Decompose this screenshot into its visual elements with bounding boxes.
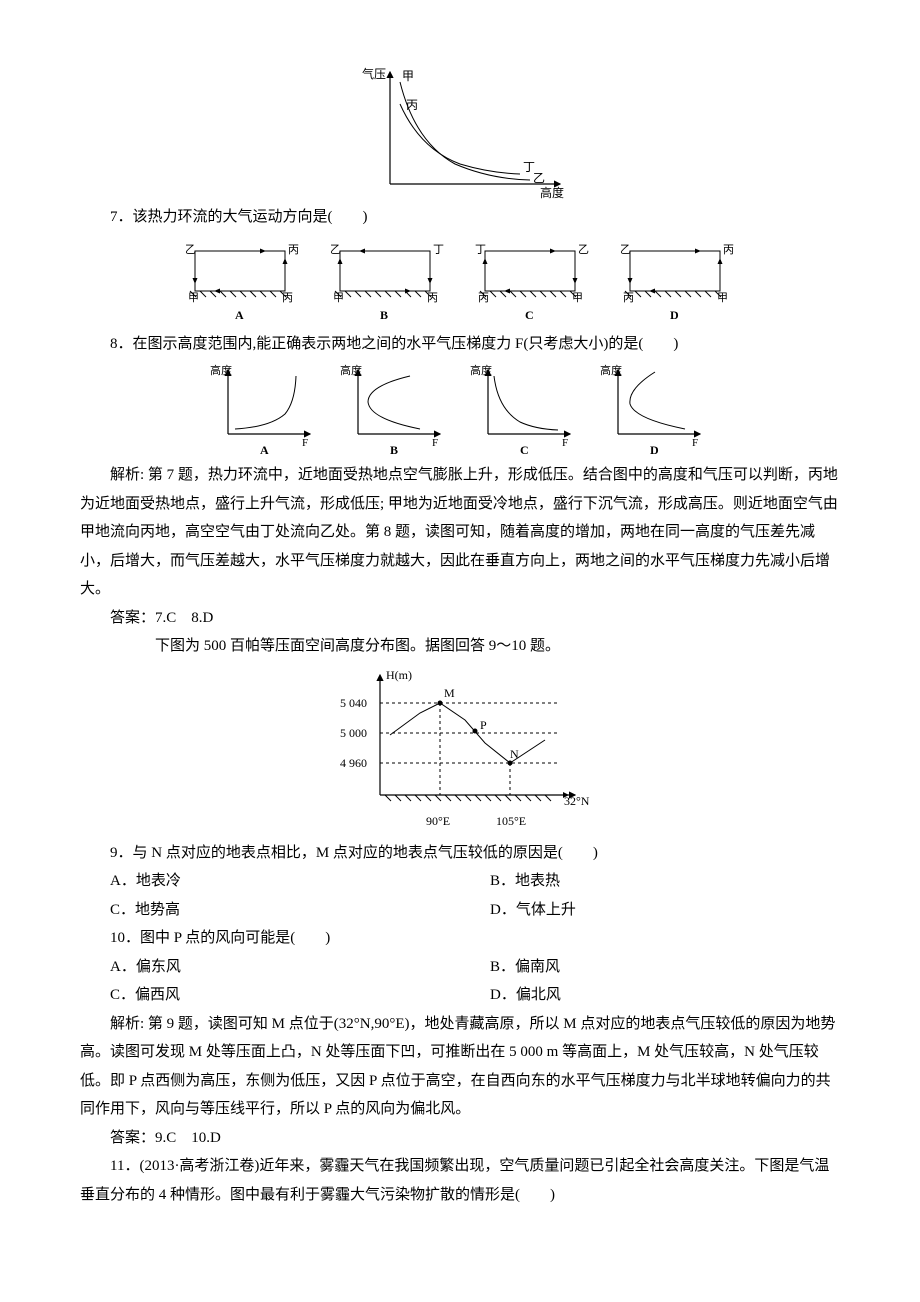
svg-text:32°N: 32°N [564, 794, 590, 808]
svg-text:甲: 甲 [572, 292, 583, 304]
svg-text:高度: 高度 [600, 363, 622, 377]
svg-text:丙: 丙 [282, 292, 293, 304]
svg-text:丁: 丁 [433, 244, 444, 256]
q10-opts-row1: A．偏东风 B．偏南风 [80, 953, 840, 982]
q7-options: 乙 丙 甲 丙 A 乙 丁 甲 丙 B 丁 乙 丙 甲 C [80, 236, 840, 326]
fig-910: H(m) 5 040 5 000 4 960 M P N 90°E 105°E … [80, 665, 840, 835]
q9-c: C．地势高 [80, 896, 460, 925]
svg-text:A: A [260, 443, 269, 457]
svg-text:高度: 高度 [210, 363, 232, 377]
svg-text:D: D [650, 443, 659, 457]
svg-text:M: M [444, 686, 455, 700]
svg-text:N: N [510, 747, 519, 761]
pt-jia: 甲 [402, 69, 414, 83]
explain-910: 解析: 第 9 题，读图可知 M 点位于(32°N,90°E)，地处青藏高原，所… [80, 1010, 840, 1124]
q7-text: 7．该热力环流的大气运动方向是( ) [80, 203, 840, 232]
q10-c: C．偏西风 [80, 981, 460, 1010]
svg-text:甲: 甲 [717, 292, 728, 304]
pt-yi: 乙 [533, 171, 545, 185]
svg-text:F: F [432, 437, 438, 449]
svg-text:B: B [380, 308, 388, 322]
q11-text: 11．(2013·高考浙江卷)近年来，雾霾天气在我国频繁出现，空气质量问题已引起… [80, 1152, 840, 1209]
svg-text:B: B [390, 443, 398, 457]
svg-text:90°E: 90°E [426, 814, 450, 828]
fig-pressure-height: 气压 高度 甲 丙 丁 乙 [80, 64, 840, 199]
svg-text:C: C [525, 308, 534, 322]
q8-options: 高度 F A 高度 F B 高度 F C 高度 F D [80, 362, 840, 457]
svg-text:D: D [670, 308, 679, 322]
svg-text:P: P [480, 718, 487, 732]
svg-text:丙: 丙 [288, 244, 299, 256]
svg-text:A: A [235, 308, 244, 322]
svg-text:F: F [562, 437, 568, 449]
q9-b: B．地表热 [460, 867, 840, 896]
answer-910: 答案：9.C 10.D [80, 1124, 840, 1153]
q10-opts-row2: C．偏西风 D．偏北风 [80, 981, 840, 1010]
svg-text:C: C [520, 443, 529, 457]
svg-text:乙: 乙 [330, 243, 341, 256]
svg-text:乙: 乙 [620, 243, 631, 256]
pt-bing: 丙 [406, 98, 418, 112]
svg-text:F: F [692, 437, 698, 449]
q9-a: A．地表冷 [80, 867, 460, 896]
q9-opts-row1: A．地表冷 B．地表热 [80, 867, 840, 896]
q9-opts-row2: C．地势高 D．气体上升 [80, 896, 840, 925]
svg-text:丙: 丙 [427, 292, 438, 304]
svg-text:丙: 丙 [723, 244, 734, 256]
svg-text:高度: 高度 [340, 363, 362, 377]
q10-b: B．偏南风 [460, 953, 840, 982]
q8-text: 8．在图示高度范围内,能正确表示两地之间的水平气压梯度力 F(只考虑大小)的是(… [80, 330, 840, 359]
svg-text:105°E: 105°E [496, 814, 526, 828]
q10-text: 10．图中 P 点的风向可能是( ) [80, 924, 840, 953]
svg-text:丁: 丁 [475, 244, 486, 256]
svg-text:高度: 高度 [470, 363, 492, 377]
svg-text:H(m): H(m) [386, 668, 412, 682]
answer-78: 答案：7.C 8.D [80, 604, 840, 633]
q9-text: 9．与 N 点对应的地表点相比，M 点对应的地表点气压较低的原因是( ) [80, 839, 840, 868]
svg-text:4 960: 4 960 [340, 756, 367, 770]
axis-x-label: 高度 [540, 185, 564, 199]
q9-d: D．气体上升 [460, 896, 840, 925]
q10-d: D．偏北风 [460, 981, 840, 1010]
svg-text:乙: 乙 [578, 243, 589, 256]
svg-text:5 000: 5 000 [340, 726, 367, 740]
axis-y-label: 气压 [362, 66, 386, 81]
svg-text:5 040: 5 040 [340, 696, 367, 710]
intro-910: 下图为 500 百帕等压面空间高度分布图。据图回答 9～10 题。 [80, 632, 840, 661]
explain-78: 解析: 第 7 题，热力环流中，近地面受热地点空气膨胀上升，形成低压。结合图中的… [80, 461, 840, 604]
q10-a: A．偏东风 [80, 953, 460, 982]
svg-text:F: F [302, 437, 308, 449]
svg-text:乙: 乙 [185, 243, 196, 256]
